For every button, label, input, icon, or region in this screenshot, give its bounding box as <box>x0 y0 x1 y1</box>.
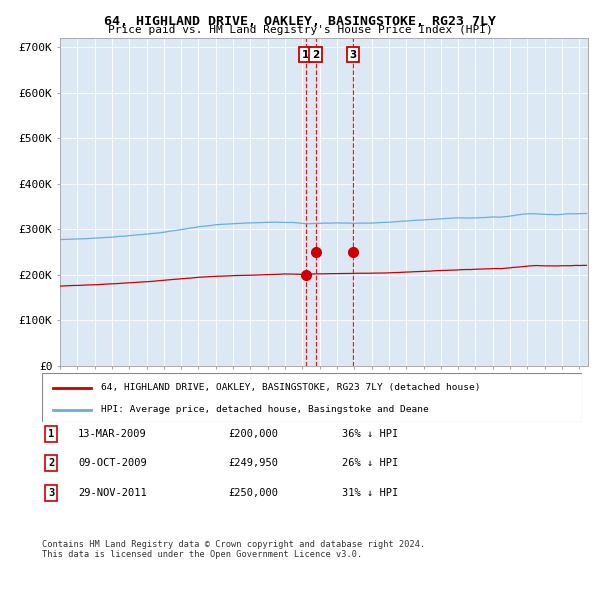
Text: 29-NOV-2011: 29-NOV-2011 <box>78 488 147 497</box>
Text: £250,000: £250,000 <box>228 488 278 497</box>
Text: 3: 3 <box>48 488 54 497</box>
Text: 1: 1 <box>302 50 309 60</box>
Text: 2: 2 <box>312 50 319 60</box>
Text: £249,950: £249,950 <box>228 458 278 468</box>
Text: £200,000: £200,000 <box>228 429 278 438</box>
Text: 64, HIGHLAND DRIVE, OAKLEY, BASINGSTOKE, RG23 7LY: 64, HIGHLAND DRIVE, OAKLEY, BASINGSTOKE,… <box>104 15 496 28</box>
Text: 3: 3 <box>349 50 356 60</box>
Text: 64, HIGHLAND DRIVE, OAKLEY, BASINGSTOKE, RG23 7LY (detached house): 64, HIGHLAND DRIVE, OAKLEY, BASINGSTOKE,… <box>101 384 481 392</box>
Text: 26% ↓ HPI: 26% ↓ HPI <box>342 458 398 468</box>
Text: HPI: Average price, detached house, Basingstoke and Deane: HPI: Average price, detached house, Basi… <box>101 405 429 414</box>
Text: 13-MAR-2009: 13-MAR-2009 <box>78 429 147 438</box>
Text: 09-OCT-2009: 09-OCT-2009 <box>78 458 147 468</box>
Text: 2: 2 <box>48 458 54 468</box>
Text: Price paid vs. HM Land Registry's House Price Index (HPI): Price paid vs. HM Land Registry's House … <box>107 25 493 35</box>
Text: Contains HM Land Registry data © Crown copyright and database right 2024.
This d: Contains HM Land Registry data © Crown c… <box>42 540 425 559</box>
Text: 1: 1 <box>48 429 54 438</box>
Text: 36% ↓ HPI: 36% ↓ HPI <box>342 429 398 438</box>
Text: 31% ↓ HPI: 31% ↓ HPI <box>342 488 398 497</box>
